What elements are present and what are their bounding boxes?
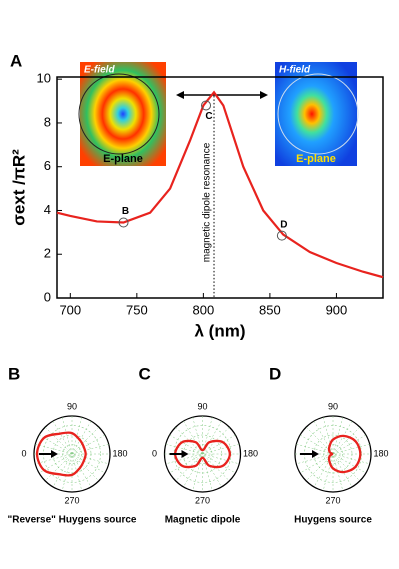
x-tick-label: 850: [259, 302, 281, 317]
angle-label: 180: [243, 448, 258, 458]
x-axis-label: λ (nm): [195, 321, 246, 340]
y-tick-label: 0: [44, 289, 51, 304]
polar-grid: [35, 443, 109, 465]
panel-label: D: [269, 364, 281, 383]
arrowhead: [51, 450, 58, 458]
y-tick-label: 2: [44, 246, 51, 261]
panel-label: B: [8, 364, 20, 383]
polar-curve: [35, 431, 87, 477]
polar-caption: Huygens source: [294, 515, 372, 526]
polar-curve: [173, 439, 232, 469]
resonance-label: magnetic dipole resonance: [202, 142, 213, 262]
x-tick-label: 800: [193, 302, 215, 317]
panel-label: C: [139, 364, 151, 383]
inset-image: [80, 62, 166, 166]
arrowhead: [312, 450, 319, 458]
point-marker: [276, 230, 287, 241]
y-tick-label: 4: [44, 202, 51, 217]
inset-caption: E-plane: [103, 153, 143, 165]
angle-label: 90: [197, 401, 207, 411]
y-axis-label: σext /πR²: [9, 149, 28, 226]
point-marker: [118, 217, 129, 228]
x-tick-label: 900: [326, 302, 348, 317]
panel-label: A: [10, 51, 22, 70]
plot-frame: [56, 76, 384, 299]
x-tick-label: 750: [126, 302, 148, 317]
angle-label: 0: [21, 448, 26, 458]
angle-label: 90: [67, 401, 77, 411]
polar-caption: Magnetic dipole: [165, 515, 241, 526]
point-label: D: [280, 219, 287, 230]
angle-label: 180: [112, 448, 127, 458]
angle-label: 270: [64, 495, 79, 505]
inset-caption: E-plane: [296, 153, 336, 165]
angle-label: 180: [373, 448, 388, 458]
data-line: [56, 90, 384, 279]
point-marker: [201, 100, 212, 111]
angle-label: 0: [152, 448, 157, 458]
y-tick-label: 8: [44, 114, 51, 129]
y-tick-label: 10: [37, 71, 51, 86]
angle-label: 270: [325, 495, 340, 505]
x-tick-label: 700: [59, 302, 81, 317]
polar-curve: [327, 434, 362, 474]
point-label: C: [205, 111, 212, 122]
inset-ring: [78, 73, 160, 155]
point-label: B: [122, 206, 129, 217]
y-tick-label: 6: [44, 158, 51, 173]
inset-image: [275, 62, 357, 166]
inset-ring: [277, 73, 359, 155]
arrowhead: [181, 450, 189, 458]
inset-title: H-field: [279, 65, 311, 76]
angle-label: 90: [328, 401, 338, 411]
angle-label: 270: [195, 495, 210, 505]
inset-title: E-field: [84, 65, 115, 76]
polar-caption: "Reverse" Huygens source: [8, 515, 137, 526]
